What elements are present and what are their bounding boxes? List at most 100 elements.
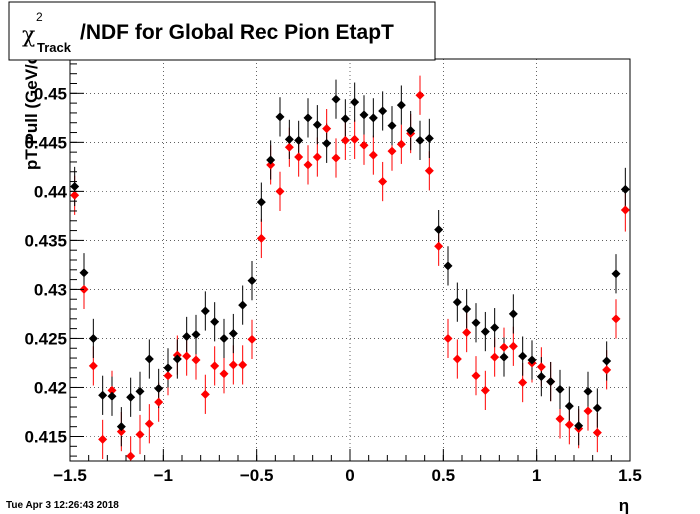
y-tick-label: 0.415 [24,427,67,446]
data-point [378,106,388,116]
data-point [266,155,276,165]
data-point [200,306,210,316]
data-point [200,389,210,399]
data-point [480,385,490,395]
data-point [499,352,509,362]
data-point [350,134,360,144]
data-point [144,419,154,429]
data-point [275,186,285,196]
data-point [592,403,602,413]
data-point [462,304,472,314]
data-points [70,90,630,461]
data-point [415,90,425,100]
data-point [70,190,80,200]
data-point [471,318,481,328]
data-point [182,331,192,341]
data-point [518,378,528,388]
data-point [238,300,248,310]
data-point [144,354,154,364]
data-point [340,135,350,145]
data-point [368,150,378,160]
title-box: χ 2 Track /NDF for Global Rec Pion EtapT [8,1,436,61]
data-point [79,268,89,278]
data-point [210,361,220,371]
data-point [396,100,406,110]
y-tick-label: 0.435 [24,231,67,250]
data-point [611,314,621,324]
data-point [518,351,528,361]
data-point [312,152,322,162]
x-tick-label: −1 [154,466,173,485]
y-axis-label: pT Pull (GeV/c) [22,49,41,170]
data-point [415,135,425,145]
axis-ticks [69,63,631,461]
y-tick-label: 0.425 [24,329,67,348]
data-point [536,362,546,372]
grid [69,59,631,461]
data-point [154,383,164,393]
data-point [70,181,80,191]
data-point [555,384,565,394]
data-point [154,397,164,407]
data-point [135,386,145,396]
data-point [602,365,612,375]
y-tick-label: 0.445 [24,133,67,152]
data-point [564,401,574,411]
y-tick-label: 0.43 [34,280,67,299]
data-point [508,341,518,351]
data-point [555,414,565,424]
data-point [228,329,238,339]
data-point [387,121,397,131]
data-point [210,317,220,327]
data-point [116,422,126,432]
y-tick-label: 0.42 [34,378,67,397]
data-point [88,333,98,343]
data-point [359,140,369,150]
data-point [378,177,388,187]
data-point [88,361,98,371]
data-point [490,323,500,333]
data-point [219,369,229,379]
data-point [275,112,285,122]
x-tick-labels: −1.5 −1 −0.5 0 0.5 1 1.5 [53,466,642,485]
title-superscript: 2 [36,10,43,24]
data-point [462,328,472,338]
data-point [527,355,537,365]
data-point [228,360,238,370]
data-point [247,334,257,344]
data-point [256,233,266,243]
data-point [611,269,621,279]
data-point [312,120,322,130]
data-point [163,371,173,381]
x-tick-label: 1.5 [618,466,642,485]
data-point [98,434,108,444]
data-point [574,421,584,431]
data-point [135,430,145,440]
data-point [424,133,434,143]
data-point [331,94,341,104]
x-tick-label: 1 [532,466,541,485]
data-point [368,113,378,123]
title-subscript: Track [37,40,72,55]
x-tick-label: 0.5 [432,466,456,485]
data-point [266,160,276,170]
x-tick-label: 0 [345,466,354,485]
data-point [191,355,201,365]
data-point [322,124,332,134]
data-point [331,153,341,163]
data-point [303,160,313,170]
data-point [359,110,369,120]
data-point [107,385,117,395]
data-point [107,391,117,401]
data-point [182,351,192,361]
y-tick-label: 0.44 [34,182,68,201]
data-point [256,197,266,207]
data-point [322,138,332,148]
data-point [303,113,313,123]
data-point [583,406,593,416]
data-point [126,451,136,461]
data-point [490,352,500,362]
data-point [219,333,229,343]
data-point [620,184,630,194]
